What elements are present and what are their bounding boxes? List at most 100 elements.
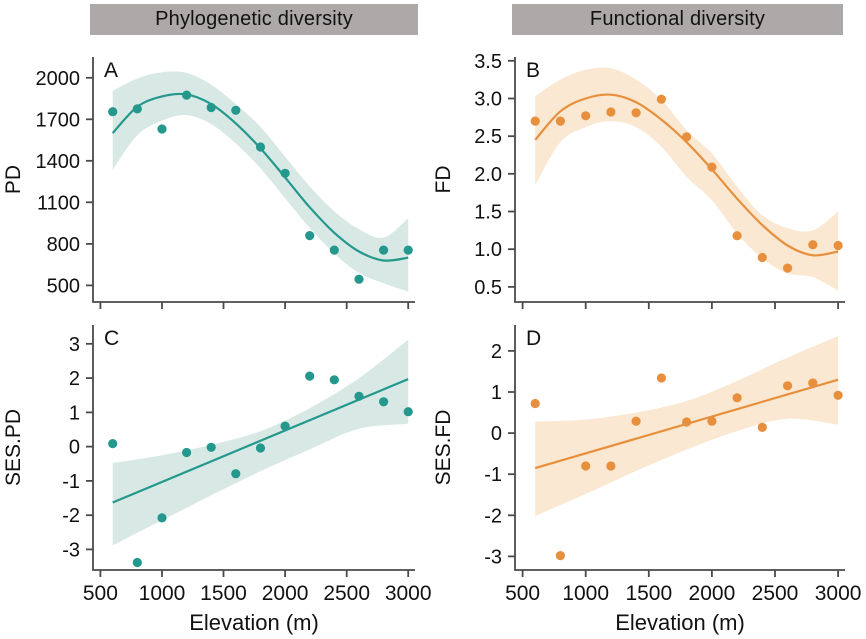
data-point (757, 252, 767, 263)
data-point (606, 107, 616, 117)
data-point (354, 391, 364, 401)
y-tick-label: 0.5 (474, 277, 502, 299)
y-axis-title: FD (432, 166, 455, 194)
y-tick-label: -1 (484, 464, 502, 486)
data-point (354, 274, 364, 284)
confidence-band (535, 67, 839, 291)
data-point (206, 102, 216, 113)
data-point (783, 263, 793, 273)
y-tick-label: 3.5 (474, 51, 502, 73)
column-header-functional-diversity: Functional diversity (512, 4, 843, 35)
data-points (108, 371, 413, 568)
data-point (808, 378, 818, 388)
data-point (255, 142, 266, 152)
data-point (757, 422, 767, 432)
data-point (581, 111, 591, 121)
y-tick-label: 500 (47, 275, 80, 297)
data-point (280, 421, 290, 431)
x-tick-label: 2500 (323, 582, 370, 605)
panel-a: 500 800 1100 1400 1700 2000 PD A (2, 57, 415, 309)
x-tick-label: 1500 (200, 582, 247, 605)
y-tick-label: -3 (484, 546, 502, 568)
x-axis-title: Elevation (m) (615, 610, 745, 635)
panel-letter: A (104, 59, 118, 82)
y-tick-label: 2000 (36, 68, 81, 90)
data-point (656, 373, 667, 383)
data-point (631, 108, 641, 118)
panel-c: -3 -2 -1 0 1 2 3 500 1000 1500 2000 2500 3000 SES.PD E… (2, 325, 432, 635)
axes (92, 325, 415, 571)
data-point (403, 407, 413, 417)
x-tick-label: 2000 (262, 582, 309, 605)
y-tick-label: 1700 (36, 109, 81, 131)
axes (514, 325, 845, 571)
x-tick-label: 1000 (139, 582, 186, 605)
x-tick-label: 2000 (689, 582, 736, 605)
y-tick-label: 2.5 (474, 126, 502, 148)
data-point (379, 397, 389, 407)
x-tick-label: 3000 (815, 582, 862, 605)
data-point (631, 416, 641, 426)
panel-b: 0.5 1.0 1.5 2.0 2.5 3.0 3.5 FD B (432, 51, 845, 309)
y-tick-label: -3 (62, 539, 80, 561)
data-point (682, 417, 692, 427)
y-tick-label: 1.5 (474, 202, 502, 224)
data-point (606, 461, 616, 471)
fit-line (112, 378, 409, 504)
y-tick-label: 1100 (37, 192, 80, 214)
data-point (379, 245, 389, 255)
y-tick-label: 3.0 (474, 89, 502, 111)
y-axis-title: SES.PD (2, 409, 25, 486)
data-point (833, 240, 843, 251)
y-tick-label: 2 (491, 341, 502, 363)
y-tick-label: 800 (47, 234, 80, 256)
y-tick-label: 1 (491, 382, 502, 404)
data-point (707, 416, 717, 426)
data-point (108, 107, 118, 117)
fit-line (534, 93, 839, 257)
x-axis-title: Elevation (m) (189, 610, 319, 635)
x-tick-label: 500 (83, 582, 118, 605)
y-tick-label: 1.0 (474, 239, 502, 261)
data-point (783, 381, 793, 391)
x-tick-label: 1500 (625, 582, 672, 605)
data-point (403, 245, 413, 255)
confidence-band (112, 339, 409, 546)
panel-letter: C (104, 327, 119, 350)
data-point (182, 90, 192, 100)
data-point (305, 371, 315, 381)
data-point (808, 240, 818, 250)
data-point (555, 551, 566, 561)
data-point (255, 443, 266, 453)
data-point (157, 124, 167, 134)
y-tick-label: -2 (62, 505, 80, 527)
axes (514, 57, 845, 303)
data-points (530, 373, 843, 561)
x-tick-label: 1000 (562, 582, 609, 605)
confidence-band (112, 71, 409, 292)
data-point (732, 231, 742, 241)
data-point (707, 162, 717, 172)
data-point (206, 442, 216, 452)
y-tick-label: -2 (484, 505, 502, 527)
column-header-phylogenetic-diversity: Phylogenetic diversity (90, 4, 418, 35)
data-point (182, 447, 192, 458)
y-tick-label: 2.0 (474, 164, 502, 186)
x-tick-label: 2500 (752, 582, 799, 605)
data-point (555, 116, 566, 126)
data-point (231, 105, 241, 115)
data-points (530, 94, 843, 273)
y-tick-label: 1400 (36, 151, 81, 173)
y-tick-label: -1 (62, 471, 80, 493)
data-point (132, 557, 142, 568)
y-tick-label: 0 (69, 437, 80, 459)
data-point (305, 231, 315, 241)
y-axis-title: PD (2, 165, 25, 194)
data-point (329, 375, 339, 385)
y-tick-label: 0 (491, 423, 502, 445)
y-axis-title: SES.FD (432, 410, 455, 486)
panel-letter: B (526, 59, 540, 82)
data-point (530, 116, 540, 126)
